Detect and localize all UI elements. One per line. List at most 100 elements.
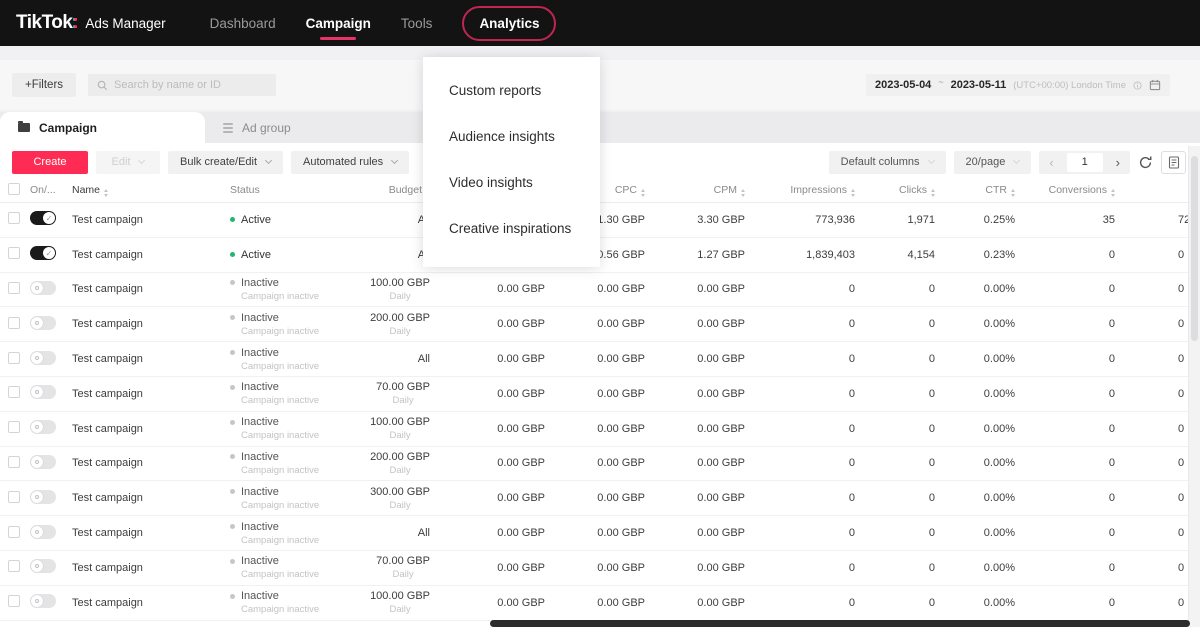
cutoff-cell: 0 [1178, 387, 1185, 400]
cost-cell: 0.00 GBP [497, 492, 545, 505]
campaign-name[interactable]: Test campaign [72, 318, 143, 331]
row-toggle[interactable] [30, 420, 56, 435]
conversions-cell: 0 [1108, 387, 1115, 400]
row-toggle[interactable] [30, 280, 56, 295]
date-range-picker[interactable]: 2023-05-04 ~ 2023-05-11 (UTC+00:00) Lond… [866, 74, 1170, 96]
clicks-cell: 0 [928, 422, 935, 435]
campaign-name[interactable]: Test campaign [72, 248, 143, 261]
cutoff-cell: 0 [1178, 492, 1185, 505]
cutoff-cell: 0 [1178, 422, 1185, 435]
nav-analytics[interactable]: Analytics [462, 5, 557, 41]
col-budget[interactable]: Budget [340, 184, 430, 197]
cutoff-cell: 0 [1178, 596, 1185, 609]
filters-button[interactable]: +Filters [12, 73, 77, 97]
budget-cell: 200.00 GBP Daily [370, 450, 430, 476]
campaign-name[interactable]: Test campaign [72, 353, 143, 366]
row-toggle[interactable] [30, 315, 56, 330]
tab-ad-group[interactable]: Ad group [205, 112, 417, 143]
edit-button[interactable]: Edit [96, 150, 160, 174]
row-checkbox[interactable] [8, 490, 20, 503]
bulk-create-edit-button[interactable]: Bulk create/Edit [168, 150, 284, 174]
menu-item-creative-inspirations[interactable]: Creative inspirations [449, 220, 572, 236]
campaign-name[interactable]: Test campaign [72, 527, 143, 540]
cost-cell: 0.00 GBP [497, 457, 545, 470]
sort-icon[interactable] [741, 188, 745, 197]
cutoff-cell: 0 [1178, 283, 1185, 296]
row-toggle[interactable] [30, 489, 56, 504]
create-button[interactable]: Create [12, 150, 88, 174]
status-cell: Inactive Campaign inactive [230, 381, 340, 406]
menu-item-video-insights[interactable]: Video insights [449, 174, 533, 190]
current-page[interactable]: 1 [1066, 152, 1103, 172]
columns-select[interactable]: Default columns [828, 150, 946, 174]
impressions-cell: 0 [848, 492, 855, 505]
row-checkbox[interactable] [8, 316, 20, 329]
clicks-cell: 0 [928, 283, 935, 296]
campaign-name[interactable]: Test campaign [72, 561, 143, 574]
nav-campaign[interactable]: Campaign [305, 15, 371, 31]
campaign-name[interactable]: Test campaign [72, 387, 143, 400]
row-toggle[interactable] [30, 454, 56, 469]
col-clicks[interactable]: Clicks [855, 184, 935, 197]
next-page-button[interactable]: › [1115, 154, 1120, 170]
row-toggle[interactable] [30, 524, 56, 539]
calendar-icon [1149, 79, 1161, 91]
row-toggle[interactable] [30, 350, 56, 365]
row-checkbox[interactable] [8, 421, 20, 434]
row-checkbox[interactable] [8, 525, 20, 538]
prev-page-button[interactable]: ‹ [1049, 154, 1054, 170]
conversions-cell: 35 [1102, 213, 1115, 226]
cpc-cell: 0.00 GBP [597, 561, 645, 574]
col-ctr[interactable]: CTR [935, 184, 1015, 197]
nav-dashboard[interactable]: Dashboard [209, 15, 276, 31]
row-toggle[interactable] [30, 385, 56, 400]
export-button[interactable] [1161, 150, 1186, 174]
col-name[interactable]: Name [72, 184, 230, 197]
select-all-checkbox[interactable] [8, 182, 20, 195]
row-checkbox[interactable] [8, 212, 20, 225]
row-checkbox[interactable] [8, 351, 20, 364]
sort-icon[interactable] [1011, 188, 1015, 197]
campaign-name[interactable]: Test campaign [72, 596, 143, 609]
menu-item-custom-reports[interactable]: Custom reports [449, 82, 542, 98]
campaign-name[interactable]: Test campaign [72, 457, 143, 470]
row-checkbox[interactable] [8, 281, 20, 294]
row-checkbox[interactable] [8, 595, 20, 608]
page-size-select[interactable]: 20/page [953, 150, 1032, 174]
row-toggle[interactable] [30, 246, 56, 261]
col-cpm[interactable]: CPM [645, 184, 745, 197]
campaign-name[interactable]: Test campaign [72, 492, 143, 505]
table-toolbar: Create Edit Bulk create/Edit Automated r… [12, 150, 1186, 174]
sort-icon[interactable] [851, 188, 855, 197]
tab-campaign[interactable]: Campaign [0, 112, 205, 143]
automated-rules-button[interactable]: Automated rules [291, 150, 410, 174]
nav-tools[interactable]: Tools [400, 15, 433, 31]
col-conversions[interactable]: Conversions [1015, 184, 1115, 197]
sort-icon[interactable] [931, 188, 935, 197]
refresh-icon [1139, 156, 1152, 168]
row-toggle[interactable] [30, 559, 56, 574]
row-toggle[interactable] [30, 211, 56, 226]
ctr-cell: 0.23% [983, 248, 1015, 261]
vertical-scrollbar[interactable] [1188, 146, 1200, 627]
row-checkbox[interactable] [8, 247, 20, 260]
campaign-name[interactable]: Test campaign [72, 422, 143, 435]
refresh-button[interactable] [1138, 155, 1153, 170]
campaign-name[interactable]: Test campaign [72, 283, 143, 296]
col-cpc[interactable]: CPC [545, 184, 645, 197]
campaign-name[interactable]: Test campaign [72, 213, 143, 226]
vertical-scrollbar-thumb[interactable] [1191, 156, 1198, 341]
search-input[interactable]: Search by name or ID [88, 74, 276, 96]
sort-icon[interactable] [104, 188, 109, 197]
row-checkbox[interactable] [8, 560, 20, 573]
sort-icon[interactable] [641, 188, 645, 197]
chevron-down-icon [391, 156, 399, 165]
sort-icon[interactable] [1111, 188, 1115, 197]
col-impressions[interactable]: Impressions [745, 184, 855, 197]
status-cell: Inactive Campaign inactive [230, 277, 340, 302]
row-checkbox[interactable] [8, 455, 20, 468]
row-toggle[interactable] [30, 594, 56, 609]
horizontal-scrollbar-thumb[interactable] [490, 620, 1190, 627]
menu-item-audience-insights[interactable]: Audience insights [449, 128, 555, 144]
row-checkbox[interactable] [8, 386, 20, 399]
